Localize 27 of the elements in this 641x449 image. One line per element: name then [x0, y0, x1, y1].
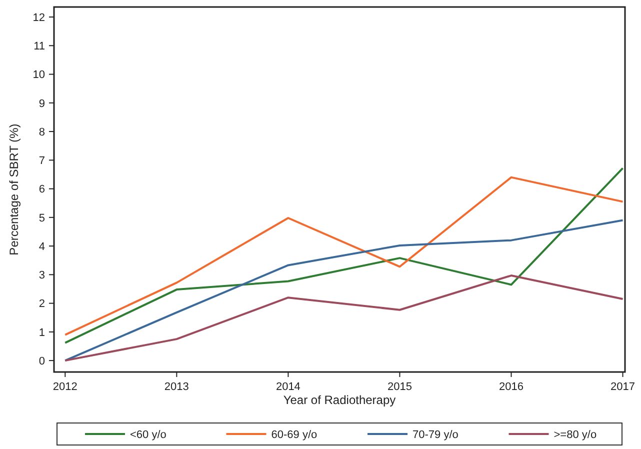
- y-axis-title: Percentage of SBRT (%): [7, 124, 21, 256]
- x-tick-label: 2015: [387, 381, 412, 393]
- x-tick-label: 2014: [276, 381, 300, 393]
- x-tick-label: 2016: [499, 381, 524, 393]
- x-tick-label: 2017: [610, 381, 636, 393]
- x-tick-label: 2012: [52, 381, 78, 393]
- y-tick-label: 12: [32, 12, 45, 24]
- y-tick-label: 11: [34, 40, 45, 52]
- y-tick-label: 9: [38, 98, 45, 110]
- y-tick-label: 3: [38, 270, 45, 282]
- y-tick-label: 10: [32, 69, 45, 82]
- legend-label: 70-79 y/o: [412, 428, 458, 441]
- legend-label: 60-69 y/o: [271, 428, 318, 441]
- y-tick-label: 1: [38, 326, 45, 339]
- y-tick-label: 2: [38, 298, 45, 310]
- y-tick-label: 6: [38, 184, 45, 196]
- y-tick-label: 4: [38, 240, 45, 253]
- x-axis-title: Year of Radiotherapy: [283, 393, 396, 407]
- y-tick-label: 0: [38, 355, 45, 368]
- line-series: [64, 219, 624, 362]
- x-tick-label: 2013: [164, 381, 189, 393]
- y-tick-label: 7: [38, 155, 45, 168]
- y-tick-label: 5: [38, 212, 45, 224]
- line-series: [64, 274, 624, 362]
- y-tick-label: 8: [38, 126, 45, 138]
- legend-label: >=80 y/o: [554, 428, 597, 441]
- legend-label: <60 y/o: [130, 428, 166, 441]
